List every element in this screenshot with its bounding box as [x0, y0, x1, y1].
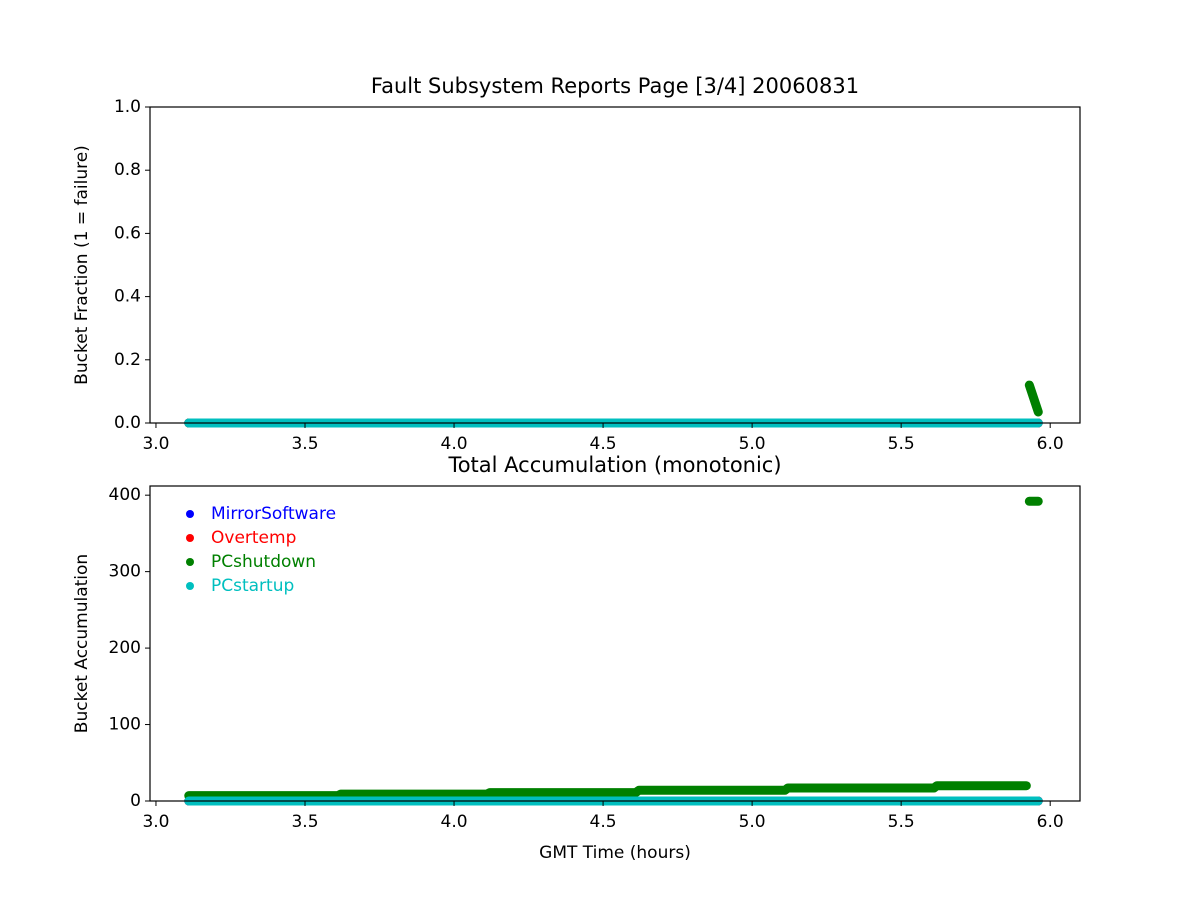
x-tick-label: 6.0: [1037, 434, 1064, 454]
x-tick-label: 3.0: [142, 434, 169, 454]
x-tick-label: 5.5: [888, 812, 915, 832]
y-tick-label: 0: [130, 791, 141, 811]
y-tick-label: 200: [109, 638, 141, 658]
x-tick-label: 5.0: [739, 434, 766, 454]
x-axis-label: GMT Time (hours): [539, 843, 691, 863]
plot-area: [150, 486, 1080, 801]
axes-frame: [149, 485, 1081, 802]
series-line: [184, 496, 1043, 801]
x-tick-label: 4.0: [441, 812, 468, 832]
legend-marker: [186, 582, 194, 590]
y-tick-label: 300: [109, 562, 141, 582]
legend-label: PCstartup: [211, 576, 294, 596]
x-tick-label: 5.5: [888, 434, 915, 454]
x-tick-label: 6.0: [1037, 812, 1064, 832]
y-tick-label: 400: [109, 485, 141, 505]
legend-marker: [186, 534, 194, 542]
legend-marker: [186, 558, 194, 566]
x-tick-label: 3.0: [142, 812, 169, 832]
legend-label: MirrorSoftware: [211, 504, 336, 524]
y-tick-label: 0.6: [114, 223, 141, 243]
x-tick-label: 3.5: [291, 812, 318, 832]
y-tick-label: 0.0: [114, 413, 141, 433]
x-tick-label: 4.0: [441, 434, 468, 454]
legend-marker: [186, 510, 194, 518]
x-tick-label: 4.5: [590, 434, 617, 454]
plot-area: [150, 107, 1080, 423]
y-axis-label: Bucket Fraction (1 = failure): [72, 145, 92, 385]
y-tick-label: 0.4: [114, 287, 141, 307]
y-axis-label: Bucket Accumulation: [72, 554, 92, 733]
legend-label: PCshutdown: [211, 552, 316, 572]
chart-title: Total Accumulation (monotonic): [447, 453, 781, 477]
y-tick-label: 0.8: [114, 160, 141, 180]
legend-label: Overtemp: [211, 528, 296, 548]
x-tick-label: 4.5: [590, 812, 617, 832]
y-tick-label: 0.2: [114, 350, 141, 370]
chart-title: Fault Subsystem Reports Page [3/4] 20060…: [371, 74, 859, 98]
y-tick-label: 1.0: [114, 97, 141, 117]
x-tick-label: 3.5: [291, 434, 318, 454]
axes-frame: [149, 106, 1081, 424]
x-tick-label: 5.0: [739, 812, 766, 832]
y-tick-label: 100: [109, 715, 141, 735]
